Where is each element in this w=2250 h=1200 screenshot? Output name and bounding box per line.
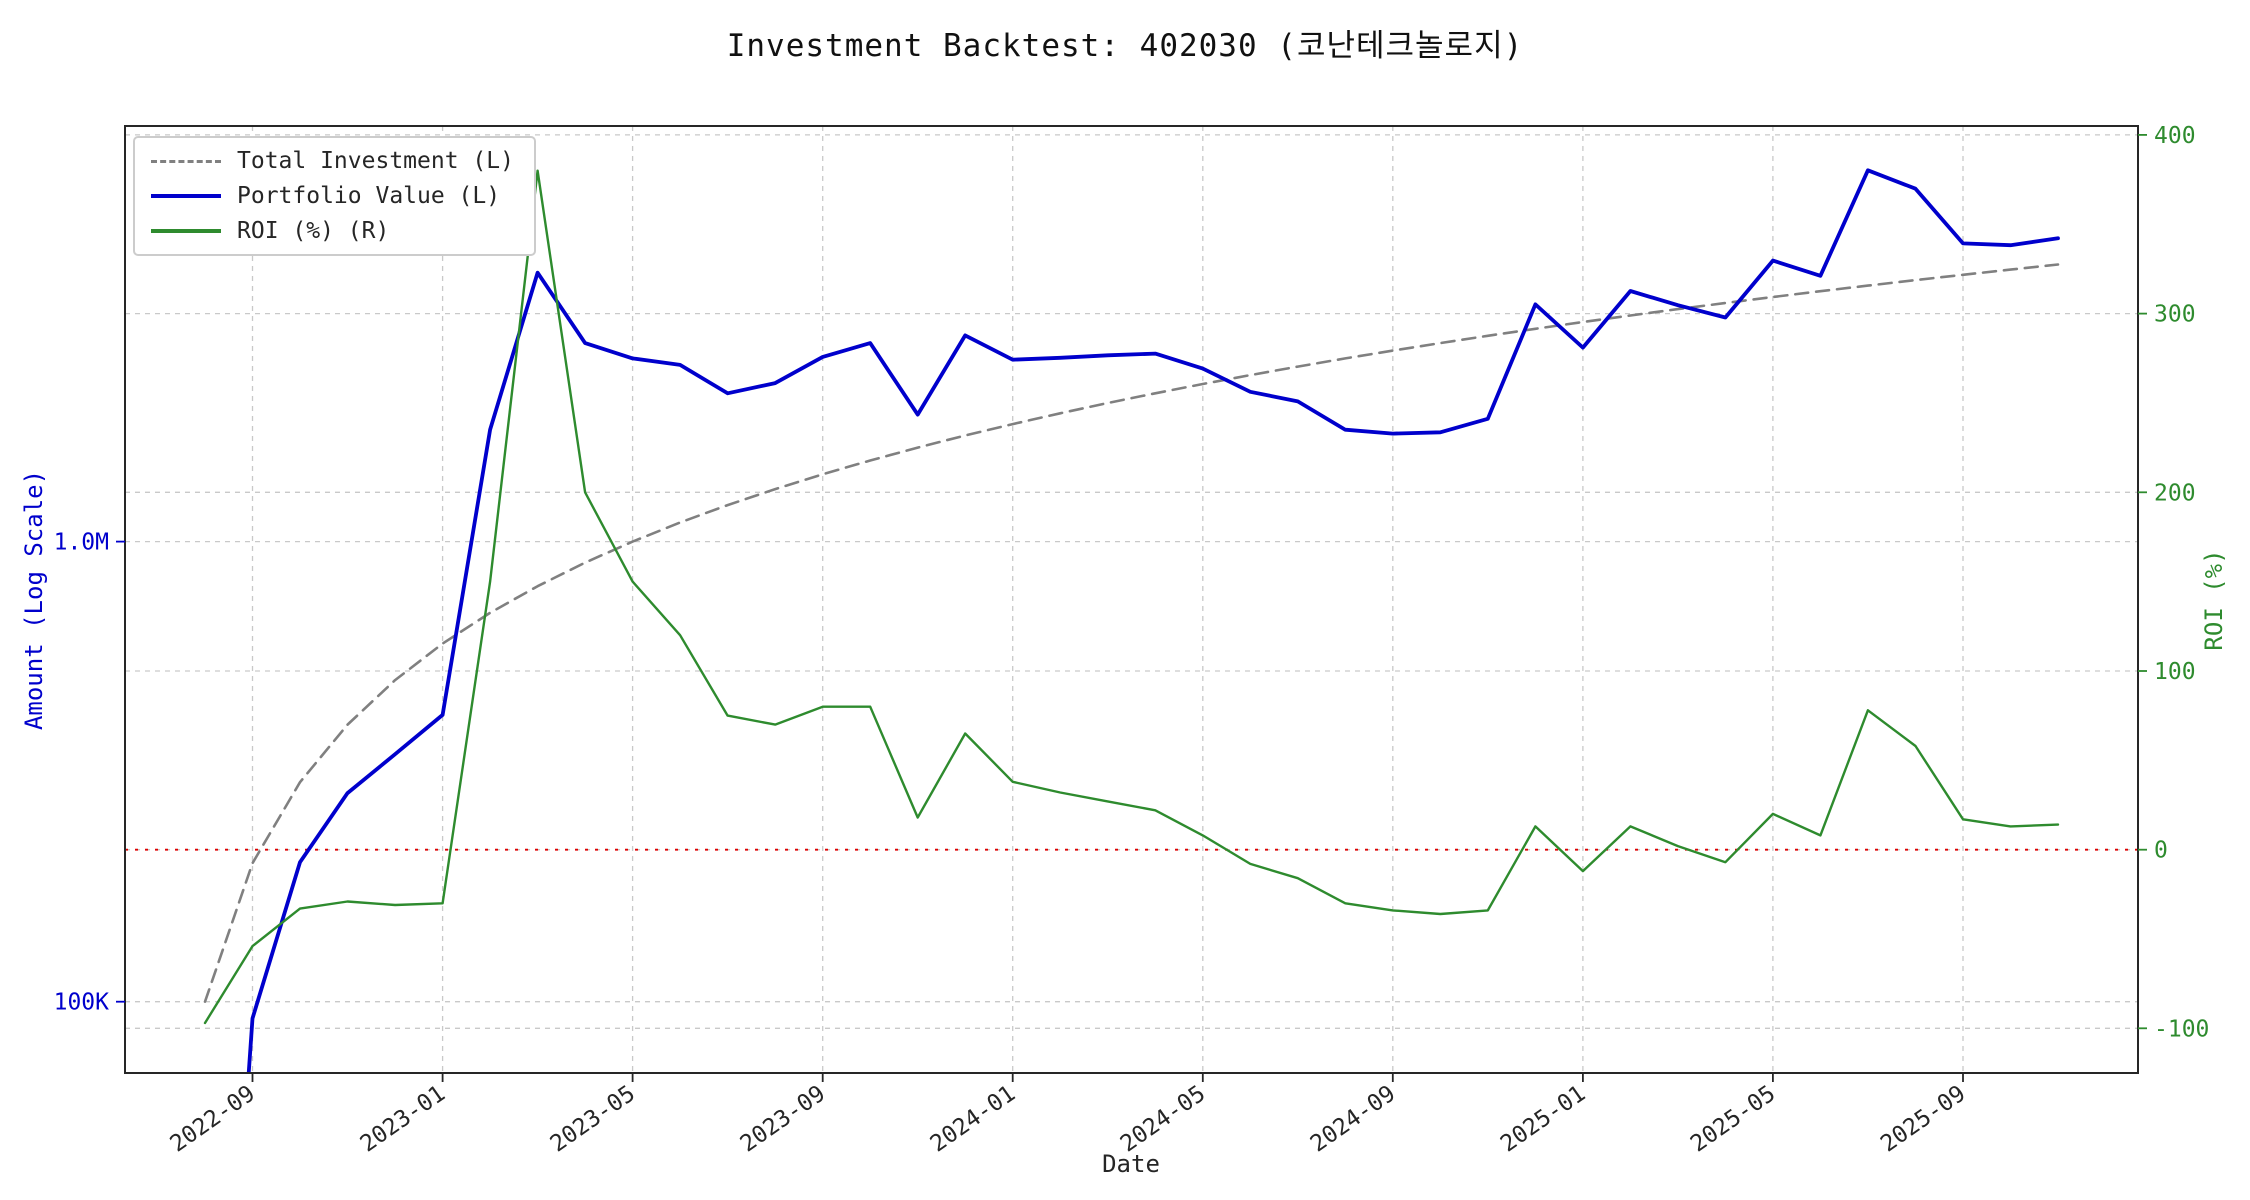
svg-text:0: 0	[2154, 838, 2168, 864]
roi-line-sample	[151, 229, 221, 233]
x-axis-title: Date	[1102, 1150, 1160, 1178]
right-axis-title: ROI (%)	[2200, 549, 2228, 651]
svg-text:2025-01: 2025-01	[1496, 1081, 1590, 1158]
svg-text:1.0M: 1.0M	[54, 530, 109, 556]
portfolio-value-line-sample	[151, 194, 221, 198]
right-axis-ticks: -100 0 100 200 300 400	[2138, 123, 2209, 1042]
legend-row-portfolio-value: Portfolio Value (L)	[151, 183, 514, 209]
svg-text:2025-09: 2025-09	[1876, 1081, 1970, 1158]
svg-text:100K: 100K	[54, 990, 110, 1016]
series-portfolio-value-line	[246, 168, 2060, 1073]
legend-row-roi: ROI (%) (R)	[151, 218, 514, 244]
series-total-investment-line	[203, 263, 2060, 1004]
svg-text:-100: -100	[2154, 1016, 2209, 1042]
svg-text:100: 100	[2154, 659, 2196, 685]
svg-text:2024-01: 2024-01	[926, 1081, 1020, 1158]
legend-label-roi: ROI (%) (R)	[237, 218, 390, 244]
svg-text:200: 200	[2154, 480, 2196, 506]
svg-text:2024-05: 2024-05	[1116, 1081, 1210, 1158]
left-axis-title: Amount (Log Scale)	[20, 469, 48, 731]
legend: Total Investment (L) Portfolio Value (L)…	[133, 136, 536, 256]
svg-text:2024-09: 2024-09	[1306, 1081, 1400, 1158]
svg-text:2023-01: 2023-01	[356, 1081, 450, 1158]
svg-text:2023-09: 2023-09	[736, 1081, 830, 1158]
plot-frame	[124, 125, 2139, 1074]
chart-title: Investment Backtest: 402030 (코난테크놀로지)	[726, 28, 1524, 64]
legend-label-portfolio-value: Portfolio Value (L)	[237, 183, 501, 209]
grid-layer	[125, 126, 2138, 1073]
legend-row-total-investment: Total Investment (L)	[151, 148, 514, 174]
svg-text:2022-09: 2022-09	[166, 1081, 260, 1158]
svg-text:400: 400	[2154, 123, 2196, 149]
left-axis-ticks: 100K 1.0M	[54, 530, 125, 1016]
series-roi-line	[203, 169, 2060, 1025]
svg-text:2025-05: 2025-05	[1686, 1081, 1780, 1158]
svg-text:2023-05: 2023-05	[546, 1081, 640, 1158]
x-axis-ticks: 2022-09 2023-01 2023-05 2023-09 2024-01 2024-…	[166, 1073, 1970, 1158]
svg-text:300: 300	[2154, 302, 2196, 328]
total-investment-line-sample	[151, 159, 221, 163]
legend-label-total-investment: Total Investment (L)	[237, 148, 514, 174]
